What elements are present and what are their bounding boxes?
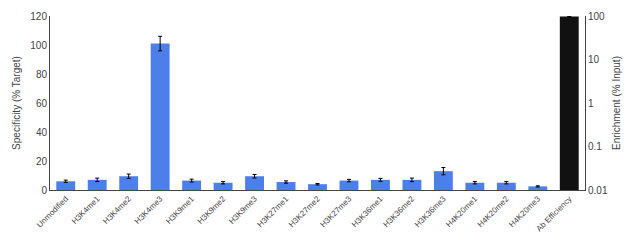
svg-text:H3K9me1: H3K9me1 — [164, 194, 196, 226]
svg-text:20: 20 — [36, 156, 48, 167]
svg-text:Unmodified: Unmodified — [35, 194, 70, 229]
svg-text:H3K27me2: H3K27me2 — [287, 194, 322, 229]
svg-text:80: 80 — [36, 69, 48, 80]
svg-text:120: 120 — [30, 11, 47, 22]
svg-text:H3K36me2: H3K36me2 — [381, 194, 416, 229]
svg-text:0: 0 — [41, 185, 47, 196]
svg-text:H4K20me2: H4K20me2 — [476, 194, 511, 229]
svg-text:Enrichment (% Input): Enrichment (% Input) — [611, 56, 622, 150]
svg-text:10: 10 — [588, 54, 600, 65]
svg-text:0.01: 0.01 — [588, 185, 608, 196]
svg-text:100: 100 — [588, 11, 605, 22]
svg-text:H3K9me2: H3K9me2 — [196, 194, 228, 226]
svg-text:H3K4me1: H3K4me1 — [70, 194, 102, 226]
svg-text:0.1: 0.1 — [588, 141, 602, 152]
svg-text:1: 1 — [588, 98, 594, 109]
svg-text:H3K4me3: H3K4me3 — [133, 194, 165, 226]
svg-text:100: 100 — [30, 40, 47, 51]
svg-text:Ab Efficiency: Ab Efficiency — [535, 194, 574, 233]
svg-text:H4K20me1: H4K20me1 — [444, 194, 479, 229]
svg-text:H3K36me1: H3K36me1 — [350, 194, 385, 229]
svg-text:H3K4me2: H3K4me2 — [101, 194, 133, 226]
svg-text:H3K9me3: H3K9me3 — [227, 194, 259, 226]
svg-text:H4K20me3: H4K20me3 — [507, 194, 542, 229]
svg-text:H3K27me3: H3K27me3 — [319, 194, 354, 229]
svg-text:60: 60 — [36, 98, 48, 109]
svg-text:Specificity (% Target): Specificity (% Target) — [11, 56, 22, 150]
svg-text:40: 40 — [36, 127, 48, 138]
svg-text:H3K36me3: H3K36me3 — [413, 194, 448, 229]
svg-text:H3K27me1: H3K27me1 — [256, 194, 291, 229]
